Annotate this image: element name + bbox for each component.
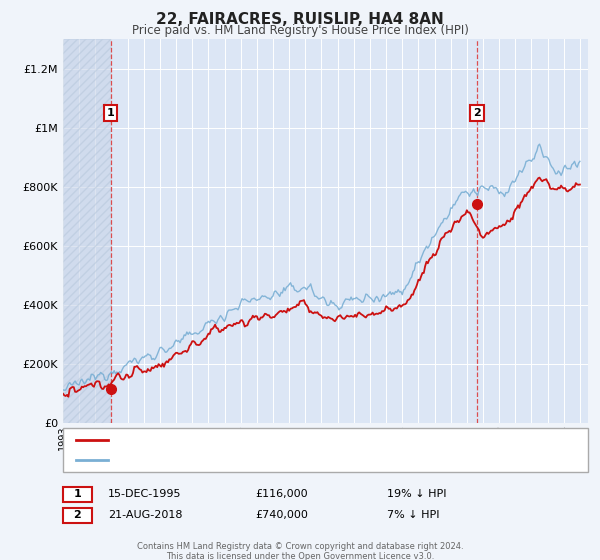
- Text: Contains HM Land Registry data © Crown copyright and database right 2024.: Contains HM Land Registry data © Crown c…: [137, 542, 463, 551]
- Text: 22, FAIRACRES, RUISLIP, HA4 8AN: 22, FAIRACRES, RUISLIP, HA4 8AN: [156, 12, 444, 27]
- Text: 21-AUG-2018: 21-AUG-2018: [108, 510, 182, 520]
- Text: 2: 2: [473, 108, 481, 118]
- Text: 19% ↓ HPI: 19% ↓ HPI: [387, 489, 446, 499]
- Bar: [63, 39, 111, 423]
- Text: £116,000: £116,000: [255, 489, 308, 499]
- Text: 1: 1: [107, 108, 115, 118]
- Text: 22, FAIRACRES, RUISLIP, HA4 8AN (detached house): 22, FAIRACRES, RUISLIP, HA4 8AN (detache…: [115, 435, 385, 445]
- Text: £740,000: £740,000: [255, 510, 308, 520]
- Text: Price paid vs. HM Land Registry's House Price Index (HPI): Price paid vs. HM Land Registry's House …: [131, 24, 469, 37]
- Text: HPI: Average price, detached house, Hillingdon: HPI: Average price, detached house, Hill…: [115, 455, 361, 465]
- Text: This data is licensed under the Open Government Licence v3.0.: This data is licensed under the Open Gov…: [166, 552, 434, 560]
- Text: 2: 2: [74, 510, 81, 520]
- Text: 1: 1: [74, 489, 81, 499]
- Text: 7% ↓ HPI: 7% ↓ HPI: [387, 510, 439, 520]
- Text: 15-DEC-1995: 15-DEC-1995: [108, 489, 182, 499]
